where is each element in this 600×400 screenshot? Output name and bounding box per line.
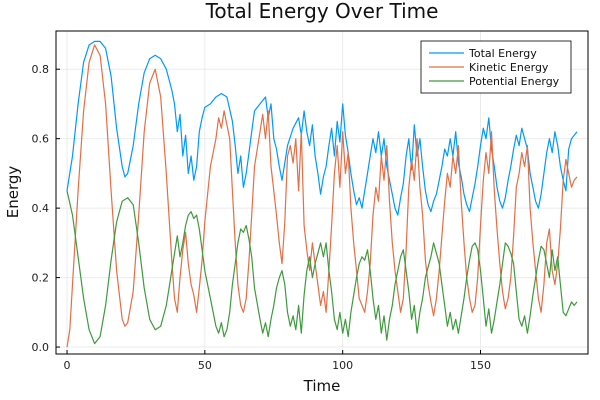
- y-tick-label: 0.0: [32, 341, 50, 354]
- series-lines: [66, 40, 578, 348]
- y-tick-label: 0.6: [32, 133, 50, 146]
- plot-frame: [55, 30, 589, 355]
- legend-label-potential-energy: Potential Energy: [469, 75, 560, 88]
- series-line-total-energy: [66, 40, 578, 216]
- series-line-potential-energy: [66, 190, 578, 345]
- x-tick-label: 150: [470, 359, 491, 372]
- legend: Total Energy Kinetic Energy Potential En…: [420, 40, 572, 94]
- x-tick-label: 50: [198, 359, 212, 372]
- y-tick-label: 0.2: [32, 272, 50, 285]
- x-tick-label: 100: [332, 359, 353, 372]
- x-tick-label: 0: [64, 359, 71, 372]
- y-tick-label: 0.4: [32, 202, 50, 215]
- y-tick-label: 0.8: [32, 63, 50, 76]
- legend-label-kinetic-energy: Kinetic Energy: [469, 61, 549, 74]
- chart-title: Total Energy Over Time: [205, 0, 439, 23]
- x-axis-label: Time: [303, 377, 341, 395]
- y-axis-label: Energy: [4, 166, 22, 219]
- legend-label-total-energy: Total Energy: [468, 47, 537, 60]
- axis-ticks: 0 50 100 150 0.0 0.2 0.4 0.6 0.8: [32, 63, 491, 372]
